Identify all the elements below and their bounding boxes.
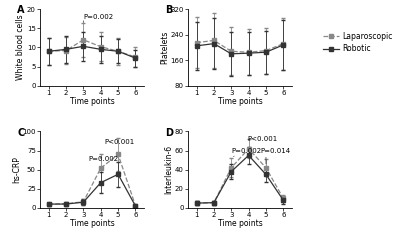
Text: P=0.002: P=0.002 — [88, 155, 119, 161]
Y-axis label: hs-CRP: hs-CRP — [12, 156, 21, 183]
Legend: Laparoscopic, Robotic: Laparoscopic, Robotic — [324, 32, 392, 53]
X-axis label: Time points: Time points — [70, 97, 114, 106]
X-axis label: Time points: Time points — [218, 219, 262, 228]
Y-axis label: Platelets: Platelets — [160, 31, 169, 64]
X-axis label: Time points: Time points — [70, 219, 114, 228]
X-axis label: Time points: Time points — [218, 97, 262, 106]
Text: A: A — [17, 5, 24, 15]
Text: P=0.014: P=0.014 — [260, 149, 290, 155]
Text: P<0.001: P<0.001 — [104, 140, 134, 146]
Y-axis label: Interleukin-6: Interleukin-6 — [164, 145, 173, 194]
Text: D: D — [165, 128, 173, 138]
Text: B: B — [165, 5, 172, 15]
Text: P=0.002: P=0.002 — [83, 14, 114, 20]
Text: P=0.002: P=0.002 — [231, 149, 261, 155]
Y-axis label: White blood cells: White blood cells — [16, 15, 26, 80]
Text: C: C — [17, 128, 24, 138]
Text: P<0.001: P<0.001 — [247, 136, 277, 142]
